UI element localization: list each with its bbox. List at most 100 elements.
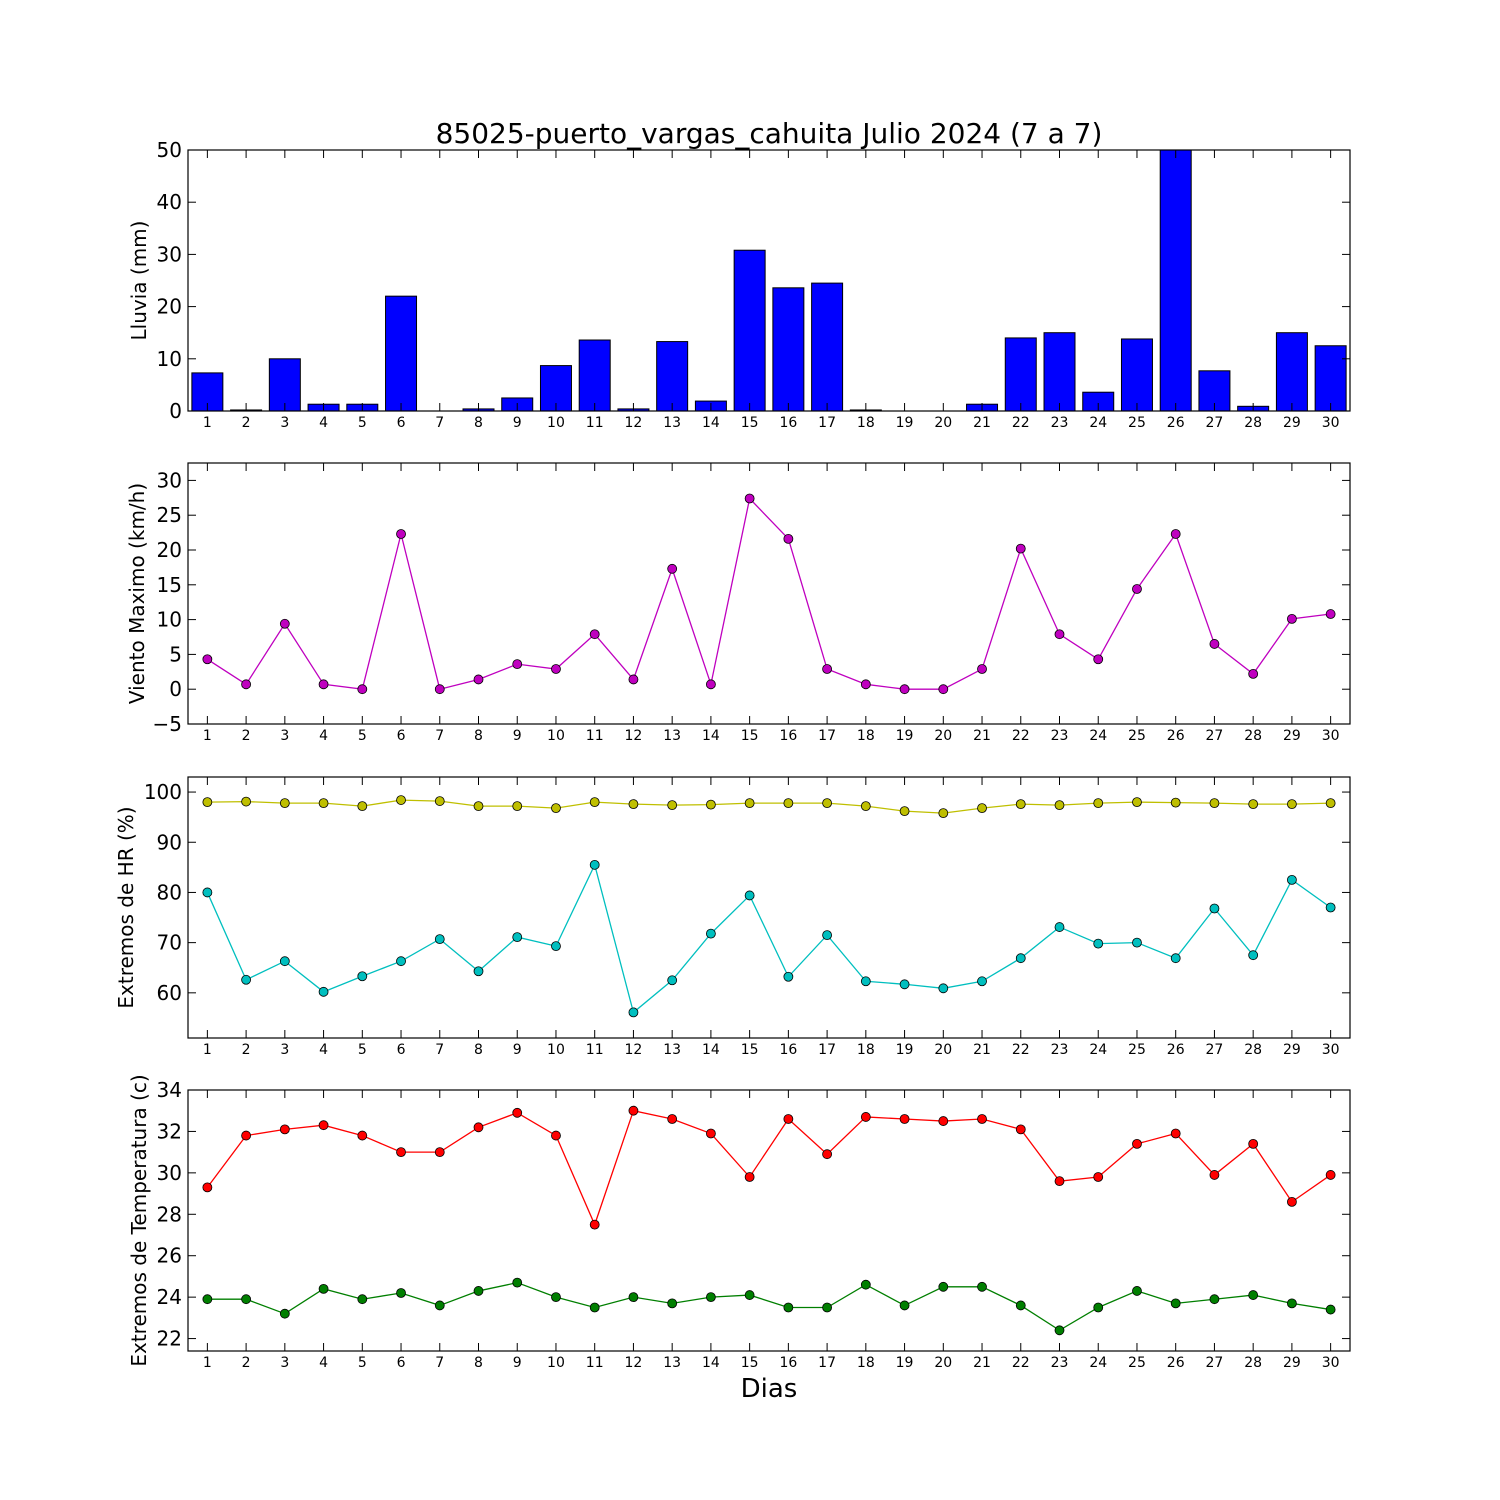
x-tick-label: 21	[973, 1042, 991, 1058]
x-tick-label: 30	[1322, 728, 1340, 744]
x-axis-label: Dias	[741, 1374, 798, 1404]
series-1-point-day-2	[241, 1130, 252, 1141]
x-tick-label: 3	[280, 728, 289, 744]
y-axis-label: Extremos de Temperatura (c)	[127, 1074, 151, 1366]
x-tick-label: 28	[1244, 728, 1262, 744]
x-tick-label: 7	[435, 1355, 444, 1371]
plot-frame	[187, 776, 1351, 1039]
series-2-point-day-14	[706, 928, 716, 939]
plot-frame	[187, 149, 1351, 412]
y-tick-label: −5	[153, 712, 182, 736]
series-2-point-day-26	[1170, 1298, 1181, 1309]
y-axis-label: Lluvia (mm)	[127, 221, 151, 341]
chart-title: 85025-puerto_vargas_cahuita Julio 2024 (…	[436, 117, 1103, 150]
x-tick-label: 8	[474, 1355, 483, 1371]
series-2-point-day-9	[512, 932, 523, 943]
series-1-point-day-30	[1325, 609, 1336, 619]
series-1-point-day-13	[667, 563, 678, 574]
series-1-point-day-22	[1015, 1124, 1026, 1135]
x-tick-label: 28	[1244, 415, 1262, 431]
series-1-point-day-28	[1248, 668, 1259, 679]
series-2-point-day-23	[1054, 1325, 1065, 1336]
x-tick-label: 8	[474, 1042, 483, 1058]
series-2-point-day-20	[938, 1281, 949, 1292]
x-tick-label: 22	[1012, 728, 1030, 744]
x-tick-label: 30	[1322, 415, 1340, 431]
y-tick-label: 30	[157, 468, 182, 492]
series-1-point-day-25	[1132, 1138, 1142, 1149]
x-tick-label: 18	[857, 415, 875, 431]
series-1-point-day-15	[744, 798, 755, 808]
x-tick-label: 29	[1283, 1355, 1301, 1371]
series-1-point-day-4	[318, 679, 329, 690]
x-tick-label: 11	[586, 728, 604, 744]
series-2-point-day-19	[899, 979, 910, 990]
x-tick-label: 16	[779, 728, 797, 744]
series-2-point-day-2	[241, 974, 252, 985]
series-1-point-day-11	[589, 1219, 600, 1230]
x-tick-label: 11	[586, 1042, 604, 1058]
series-2-point-day-30	[1325, 1304, 1336, 1315]
x-tick-label: 21	[973, 415, 991, 431]
x-tick-label: 23	[1051, 728, 1069, 744]
x-tick-label: 2	[242, 1355, 251, 1371]
x-tick-label: 8	[474, 728, 483, 744]
x-tick-label: 28	[1244, 1042, 1262, 1058]
series-1-point-day-2	[241, 679, 252, 690]
series-1-point-day-5	[357, 1130, 368, 1141]
y-tick-label: 34	[157, 1078, 182, 1102]
x-tick-label: 19	[896, 1042, 914, 1058]
x-tick-label: 7	[435, 415, 444, 431]
series-1-point-day-19	[899, 806, 910, 817]
y-tick-label: 30	[157, 1161, 182, 1185]
x-tick-label: 5	[358, 728, 367, 744]
x-tick-label: 22	[1012, 415, 1030, 431]
series-1-point-day-5	[357, 684, 368, 695]
bar-day-30	[1314, 345, 1347, 412]
x-tick-label: 24	[1089, 1355, 1107, 1371]
series-1-point-day-3	[279, 618, 290, 629]
x-tick-label: 29	[1283, 1042, 1301, 1058]
x-tick-label: 26	[1167, 415, 1185, 431]
x-tick-label: 3	[280, 1355, 289, 1371]
bar-day-25	[1120, 338, 1153, 412]
x-tick-label: 25	[1128, 1355, 1146, 1371]
y-tick-label: 22	[157, 1327, 182, 1351]
series-1-point-day-8	[473, 1122, 484, 1133]
y-axis-label: Extremos de HR (%)	[114, 806, 138, 1008]
series-1-point-day-18	[860, 1112, 871, 1122]
series-1-point-day-10	[551, 803, 561, 814]
y-tick-label: 5	[169, 642, 182, 666]
x-tick-label: 12	[625, 415, 643, 431]
series-1-point-day-17	[822, 1149, 832, 1160]
series-2-point-day-8	[473, 966, 484, 977]
x-tick-label: 18	[857, 1355, 875, 1371]
series-2-point-day-29	[1287, 1298, 1297, 1309]
x-tick-label: 5	[358, 1355, 367, 1371]
series-1-point-day-25	[1132, 797, 1142, 807]
series-2-point-day-2	[241, 1294, 252, 1305]
x-tick-label: 4	[319, 1355, 328, 1371]
series-1-point-day-17	[822, 798, 832, 808]
series-2-point-day-22	[1015, 953, 1026, 964]
x-tick-label: 22	[1012, 1355, 1030, 1371]
series-1-point-day-10	[551, 664, 561, 674]
series-2-point-day-5	[357, 971, 368, 982]
series-1-point-day-22	[1015, 543, 1026, 554]
series-2-point-day-12	[628, 1007, 639, 1018]
x-tick-label: 12	[625, 728, 643, 744]
series-1-point-day-6	[396, 529, 406, 539]
series-2-point-day-3	[279, 956, 290, 967]
series-2-point-day-11	[589, 1302, 600, 1313]
series-2-point-day-21	[977, 976, 987, 987]
series-1-point-day-21	[977, 664, 987, 674]
series-2-point-day-25	[1132, 937, 1142, 948]
series-1-point-day-11	[589, 629, 600, 640]
series-1-point-day-7	[434, 684, 445, 695]
series-2-point-day-5	[357, 1294, 368, 1305]
series-1-point-day-8	[473, 801, 484, 812]
